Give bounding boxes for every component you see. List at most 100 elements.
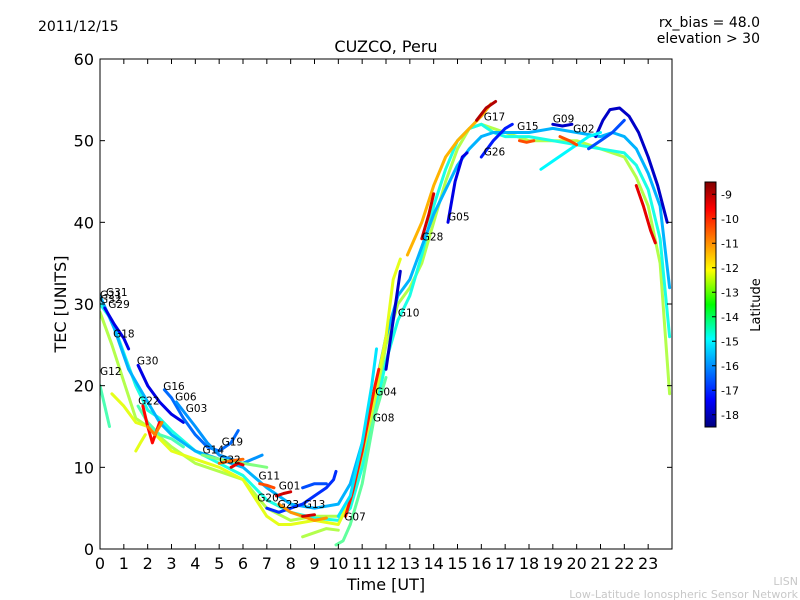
satellite-label-g05: G05 bbox=[448, 212, 470, 224]
colorbar-tick-label: -12 bbox=[721, 262, 739, 275]
satellite-label-g31: G31 bbox=[106, 287, 128, 299]
series-z bbox=[301, 513, 316, 518]
series-k bbox=[587, 118, 626, 151]
series-ah bbox=[420, 192, 436, 241]
series-h bbox=[446, 151, 469, 224]
footer-subtitle: Low-Latitude Ionospheric Sensor Network bbox=[569, 588, 798, 600]
series-l bbox=[539, 131, 602, 171]
colorbar-tick-label: -14 bbox=[721, 311, 739, 324]
satellite-label-g22: G22 bbox=[138, 396, 160, 408]
series-ak bbox=[551, 122, 574, 128]
satellite-label-g29: G29 bbox=[108, 299, 130, 311]
satellite-label-g01: G01 bbox=[279, 480, 301, 492]
series-y bbox=[301, 527, 340, 539]
series-m bbox=[103, 306, 131, 351]
satellite-label-g15: G15 bbox=[517, 121, 539, 133]
series-ag bbox=[146, 420, 164, 437]
satellite-label-g23: G23 bbox=[278, 499, 300, 511]
x-tick-label: 4 bbox=[190, 554, 200, 573]
satellite-label-g03: G03 bbox=[186, 403, 208, 415]
series-ai bbox=[518, 139, 536, 144]
x-tick-label: 0 bbox=[95, 554, 105, 573]
satellite-label-g14: G14 bbox=[203, 445, 225, 457]
x-tick-label: 12 bbox=[376, 554, 396, 573]
x-tick-label: 8 bbox=[286, 554, 296, 573]
colorbar bbox=[704, 181, 717, 428]
series-v bbox=[265, 469, 338, 514]
colorbar-tick-label: -15 bbox=[721, 335, 739, 348]
series-p bbox=[174, 400, 264, 465]
series-am bbox=[134, 433, 147, 453]
x-tick-label: 7 bbox=[262, 554, 272, 573]
satellite-label-g02: G02 bbox=[573, 124, 595, 136]
x-tick-label: 22 bbox=[614, 554, 634, 573]
rx-bias-label: rx_bias = 48.0 bbox=[659, 15, 760, 31]
x-tick-label: 3 bbox=[166, 554, 176, 573]
y-tick-label: 20 bbox=[74, 377, 94, 396]
satellite-label-g28: G28 bbox=[422, 231, 444, 243]
x-tick-label: 6 bbox=[238, 554, 248, 573]
series-aj bbox=[558, 135, 579, 147]
x-tick-label: 20 bbox=[566, 554, 586, 573]
colorbar-ticks: -9 -10 -11 -12 -13 -14 -15 -16 -17 -18 bbox=[712, 188, 739, 422]
colorbar-tick-label: -17 bbox=[721, 384, 739, 397]
satellite-label-g16: G16 bbox=[163, 381, 185, 393]
colorbar-label: Latitude bbox=[749, 278, 764, 332]
footer-title: LISN bbox=[773, 575, 798, 588]
y-axis-label: TEC [UNITS] bbox=[51, 256, 70, 354]
series-al bbox=[634, 184, 657, 245]
series-b bbox=[100, 122, 672, 522]
satellite-label-g20: G20 bbox=[257, 493, 279, 505]
colorbar-tick-label: -9 bbox=[721, 188, 732, 201]
satellite-label-g26: G26 bbox=[484, 146, 506, 158]
x-axis-label: Time [UT] bbox=[346, 575, 425, 594]
colorbar-tick-label: -10 bbox=[721, 213, 739, 226]
satellite-label-g12: G12 bbox=[100, 366, 122, 378]
y-tick-label: 10 bbox=[74, 458, 94, 477]
series-ab bbox=[344, 367, 381, 518]
series-a bbox=[100, 122, 672, 522]
series-c bbox=[100, 126, 672, 510]
satellite-label-g07: G07 bbox=[344, 511, 366, 523]
series-r bbox=[217, 457, 245, 465]
x-tick-label: 5 bbox=[214, 554, 224, 573]
x-tick-label: 17 bbox=[495, 554, 515, 573]
y-tick-label: 50 bbox=[74, 132, 94, 151]
colorbar-tick-label: -13 bbox=[721, 286, 739, 299]
satellite-label-g17: G17 bbox=[484, 111, 506, 123]
series-i bbox=[479, 122, 514, 159]
satellite-label-g06: G06 bbox=[175, 391, 197, 403]
satellite-label-g19: G19 bbox=[222, 436, 244, 448]
x-tick-label: 11 bbox=[352, 554, 372, 573]
satellite-label-g32: G32 bbox=[100, 294, 122, 306]
colorbar-tick-label: -16 bbox=[721, 360, 739, 373]
x-tick-label: 9 bbox=[309, 554, 319, 573]
y-tick-label: 0 bbox=[84, 540, 94, 559]
series-ad bbox=[100, 384, 111, 428]
satellite-label-g30: G30 bbox=[137, 355, 159, 367]
series-ac bbox=[336, 347, 378, 518]
colorbar-tick-label: -18 bbox=[721, 409, 739, 422]
satellite-label-g04: G04 bbox=[375, 387, 397, 399]
chart-title: CUZCO, Peru bbox=[334, 37, 437, 56]
series-layer bbox=[100, 100, 672, 547]
y-tick-label: 30 bbox=[74, 295, 94, 314]
series-n bbox=[136, 363, 185, 424]
elevation-label: elevation > 30 bbox=[657, 31, 760, 47]
satellite-label-g13: G13 bbox=[304, 499, 326, 511]
x-tick-label: 15 bbox=[447, 554, 467, 573]
colorbar-tick-label: -11 bbox=[721, 237, 739, 250]
satellite-label-g10: G10 bbox=[398, 307, 420, 319]
x-tick-label: 10 bbox=[328, 554, 348, 573]
satellite-label-g18: G18 bbox=[113, 329, 135, 341]
series-t bbox=[258, 482, 276, 490]
x-tick-label: 1 bbox=[119, 554, 129, 573]
satellite-label-g09: G09 bbox=[553, 114, 575, 126]
tick-layer: 0 1 2 3 4 5 6 7 8 9 10 11 12 13 14 15 16 17 18 19 20 21 22 2301… bbox=[74, 50, 672, 573]
x-tick-label: 21 bbox=[590, 554, 610, 573]
x-tick-label: 13 bbox=[400, 554, 420, 573]
satellite-label-g21: G21 bbox=[100, 289, 122, 301]
date-label: 2011/12/15 bbox=[38, 19, 119, 35]
